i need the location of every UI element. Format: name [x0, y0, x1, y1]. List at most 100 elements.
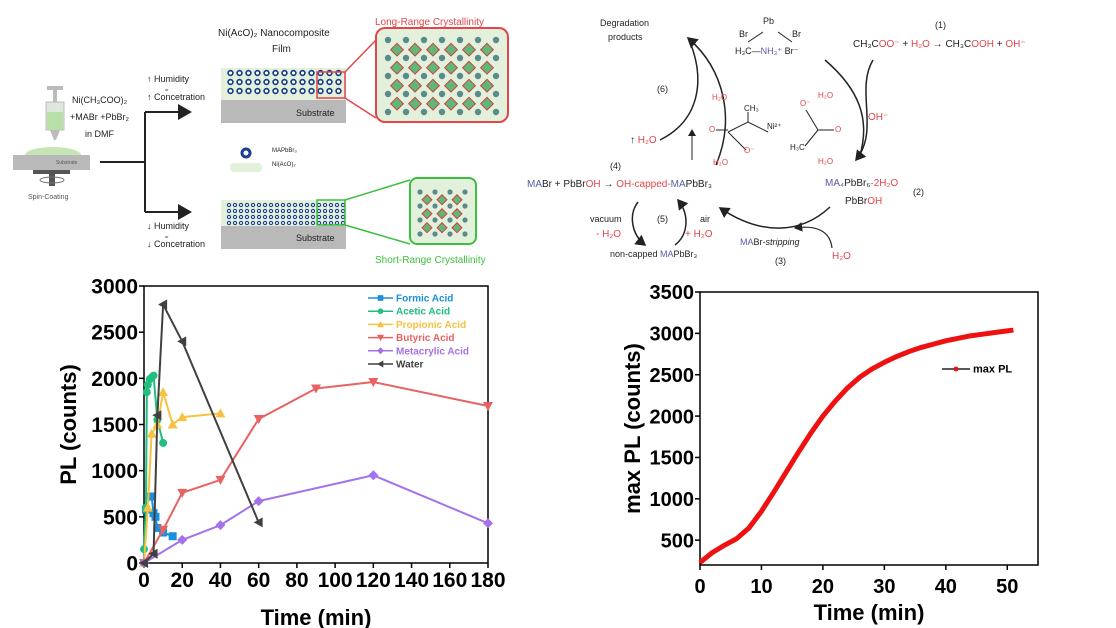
lattice-atom	[474, 54, 482, 62]
octahedron	[425, 42, 441, 57]
octahedron	[407, 60, 423, 75]
legend-label: Acetic Acid	[396, 307, 450, 318]
lattice-atom	[492, 72, 500, 80]
y-tick-label: 2000	[91, 368, 138, 391]
marker-triangle-down	[177, 488, 188, 498]
step-5-label: (5)	[657, 214, 668, 224]
film-title-line-2: Film	[272, 44, 291, 55]
crystal-dot	[256, 208, 262, 214]
lattice-atom	[492, 108, 500, 116]
octahedron	[425, 60, 441, 75]
substrate-top	[221, 100, 346, 123]
crystal-dot	[226, 220, 232, 226]
crystal-dot	[286, 214, 292, 220]
lattice-atom	[402, 72, 410, 80]
crystal-dot	[263, 87, 270, 95]
crystal-dot	[292, 208, 298, 214]
crystal-dot	[328, 202, 334, 208]
crystal-dot	[262, 214, 268, 220]
crystal-dot	[244, 202, 250, 208]
marker-triangle-up	[146, 428, 157, 438]
spin-substrate	[13, 155, 90, 170]
arrow-step1-a	[824, 59, 865, 156]
marker-triangle-up	[142, 502, 153, 512]
lattice-atom	[417, 231, 423, 237]
marker-triangle-down	[215, 475, 226, 485]
syringe-liquid	[47, 112, 63, 130]
series-water	[139, 299, 263, 568]
lattice-atom	[462, 231, 468, 237]
lattice-atom	[432, 231, 438, 237]
complex-water-3: H₂O	[818, 91, 834, 100]
complex-h3c-bottom: H₃C	[790, 143, 805, 152]
marker-triangle-left	[177, 336, 187, 347]
crystal-dot	[238, 220, 244, 226]
crystal-dot	[328, 214, 334, 220]
lattice-atom	[420, 54, 428, 62]
lattice-atom	[438, 90, 446, 98]
octahedron	[443, 78, 459, 93]
crystal-dot	[274, 220, 280, 226]
long-range-label: Long-Range Crystallinity	[375, 17, 484, 28]
crystal-dot	[245, 78, 252, 86]
marker-triangle-down	[368, 378, 379, 388]
crystal-dot	[328, 208, 334, 214]
lattice-atom	[420, 108, 428, 116]
marker-circle	[149, 371, 158, 380]
y-tick-label: 1500	[650, 448, 695, 470]
x-tick-label: 140	[394, 569, 429, 592]
crystal-dot	[274, 208, 280, 214]
marker-triangle-down	[158, 525, 169, 535]
lattice-atom	[456, 72, 464, 80]
octahedron	[425, 96, 441, 111]
crystal-dot	[286, 202, 292, 208]
crystal-dot	[268, 220, 274, 226]
lattice-atom	[462, 189, 468, 195]
text-segment: Br⁻	[782, 46, 799, 56]
y-tick-label: 2500	[650, 365, 695, 387]
step-6-label: (6)	[657, 84, 668, 94]
syringe-plunger-cap	[47, 86, 63, 90]
complex-o-minus-right: O⁻	[800, 99, 811, 108]
y-tick-label: 3000	[91, 276, 138, 299]
x-tick-label: 30	[873, 576, 895, 598]
lattice-atom	[456, 54, 464, 62]
series-propionic-acid	[139, 387, 226, 567]
crystal-dot	[236, 69, 243, 77]
branch-lines	[100, 112, 146, 212]
crystal-dot	[263, 78, 270, 86]
step-4-equation: MABr + PbBrOH → OH-capped-MAPbBr₃	[527, 179, 712, 190]
marker-triangle-up	[377, 320, 384, 328]
crystal-dot	[317, 87, 324, 95]
lattice-atom	[402, 36, 410, 44]
lattice-atom	[432, 189, 438, 195]
lattice-atom	[438, 108, 446, 116]
x-tick-label: 40	[935, 576, 957, 598]
octahedron	[407, 78, 423, 93]
x-axis-title: Time (min)	[814, 600, 925, 625]
marker-square	[168, 532, 177, 541]
lattice-atom	[462, 203, 468, 209]
lattice-atom	[420, 90, 428, 98]
text-segment: H₂O	[637, 135, 657, 146]
lattice-atom	[417, 203, 423, 209]
air-label: air	[700, 214, 711, 224]
marker-triangle-up	[215, 408, 226, 418]
marker-triangle-up	[158, 387, 169, 397]
lattice-atom	[447, 189, 453, 195]
br-left-atom: Br	[739, 29, 748, 39]
crystal-dot	[310, 220, 316, 226]
text-segment: OOH	[971, 39, 994, 50]
lattice-atom	[456, 108, 464, 116]
octahedron	[436, 194, 448, 206]
lattice-atom	[447, 217, 453, 223]
octahedron	[461, 96, 477, 111]
crystal-dot	[292, 202, 298, 208]
y-tick-label: 500	[661, 530, 694, 552]
substrate-label-top: Substrate	[296, 108, 335, 118]
hydroxide-label: OH⁻	[868, 112, 889, 123]
crystal-dot	[254, 78, 261, 86]
crystal-dot	[298, 202, 304, 208]
y-axis-title: max PL (counts)	[620, 343, 645, 514]
marker-triangle-left	[152, 410, 162, 421]
